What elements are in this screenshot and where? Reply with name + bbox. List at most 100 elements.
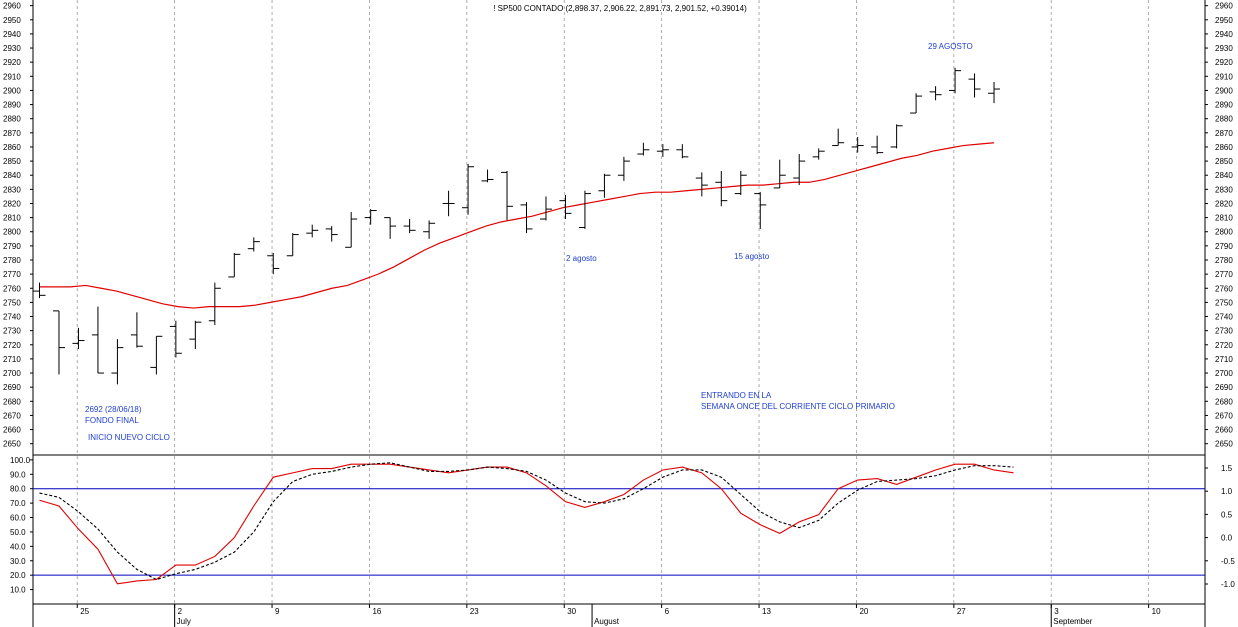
price-tick-label-right: 2680 <box>1215 397 1233 406</box>
price-tick-label-right: 2780 <box>1215 256 1233 265</box>
price-tick-label-right: 2830 <box>1215 185 1233 194</box>
ohlc-bar <box>949 67 962 94</box>
ohlc-bar <box>228 252 241 278</box>
price-tick-label-right: 2850 <box>1215 157 1233 166</box>
price-tick-label-right: 2800 <box>1215 228 1233 237</box>
ohlc-bar <box>598 173 611 198</box>
oscillator-main-line <box>39 463 1014 585</box>
price-tick-label-left: 2660 <box>3 426 21 435</box>
price-tick-label-left: 2760 <box>3 284 21 293</box>
date-tick-label: 10 <box>1152 607 1161 616</box>
ohlc-bar <box>501 170 514 221</box>
price-tick-label-left: 2920 <box>3 58 21 67</box>
date-tick-label: 27 <box>957 607 966 616</box>
price-tick-label-left: 2930 <box>3 44 21 53</box>
osc-tick-label-left: 50.0 <box>10 528 26 537</box>
ohlc-bar <box>754 192 767 229</box>
grid-lines <box>76 0 1150 604</box>
price-tick-label-left: 2730 <box>3 327 21 336</box>
price-tick-label-right: 2660 <box>1215 426 1233 435</box>
osc-tick-label-right: 1.5 <box>1221 464 1233 473</box>
price-tick-label-left: 2860 <box>3 143 21 152</box>
date-tick-label: 23 <box>470 607 479 616</box>
month-label: July <box>177 617 191 626</box>
price-tick-label-left: 2800 <box>3 228 21 237</box>
ohlc-bar <box>832 128 845 147</box>
ohlc-bar <box>929 86 942 101</box>
ohlc-bar <box>637 142 650 156</box>
price-tick-label-right: 2880 <box>1215 115 1233 124</box>
price-tick-label-left: 2950 <box>3 16 21 25</box>
ohlc-bar <box>617 156 630 181</box>
price-tick-label-left: 2870 <box>3 129 21 138</box>
price-tick-label-right: 2810 <box>1215 214 1233 223</box>
price-tick-label-right: 2760 <box>1215 284 1233 293</box>
price-tick-label-left: 2770 <box>3 270 21 279</box>
price-tick-label-right: 2750 <box>1215 298 1233 307</box>
ohlc-bar <box>325 226 338 242</box>
price-tick-label-left: 2780 <box>3 256 21 265</box>
ohlc-bar <box>286 233 299 257</box>
ohlc-bar <box>52 310 65 375</box>
osc-tick-label-left: 90.0 <box>10 470 26 479</box>
price-tick-label-left: 2810 <box>3 214 21 223</box>
price-tick-label-left: 2880 <box>3 115 21 124</box>
price-tick-label-right: 2710 <box>1215 355 1233 364</box>
ohlc-bar <box>539 196 552 221</box>
ohlc-bar <box>189 320 202 350</box>
ohlc-bar <box>306 224 319 238</box>
month-label: September <box>1053 617 1092 626</box>
osc-tick-label-right: 1.0 <box>1221 487 1233 496</box>
price-tick-label-left: 2850 <box>3 157 21 166</box>
price-tick-label-right: 2870 <box>1215 129 1233 138</box>
date-tick-label: 3 <box>1054 607 1059 616</box>
ohlc-bar <box>910 93 923 114</box>
ohlc-bar <box>364 209 377 225</box>
osc-tick-label-left: 70.0 <box>10 499 26 508</box>
date-tick-label: 30 <box>567 607 576 616</box>
price-tick-label-left: 2820 <box>3 199 21 208</box>
price-tick-label-left: 2710 <box>3 355 21 364</box>
price-tick-label-left: 2700 <box>3 369 21 378</box>
annotation-week-eleven: SEMANA ONCE DEL CORRIENTE CICLO PRIMARIO <box>701 402 895 411</box>
month-label: August <box>594 617 620 626</box>
ohlc-bar <box>968 73 981 98</box>
price-tick-label-right: 2790 <box>1215 242 1233 251</box>
price-panel <box>33 67 1001 385</box>
osc-tick-label-right: -0.5 <box>1221 557 1235 566</box>
ohlc-bar <box>890 124 903 149</box>
price-tick-label-left: 2830 <box>3 185 21 194</box>
osc-tick-label-left: 30.0 <box>10 557 26 566</box>
price-tick-label-left: 2750 <box>3 298 21 307</box>
ohlc-bar <box>267 252 280 275</box>
date-tick-label: 6 <box>665 607 670 616</box>
osc-tick-label-left: 20.0 <box>10 571 26 580</box>
price-tick-label-right: 2700 <box>1215 369 1233 378</box>
price-tick-label-left: 2740 <box>3 313 21 322</box>
price-tick-label-right: 2920 <box>1215 58 1233 67</box>
date-tick-label: 2 <box>178 607 183 616</box>
ohlc-bar <box>656 144 669 157</box>
osc-tick-label-right: 0.0 <box>1221 534 1233 543</box>
oscillator-panel <box>33 462 1205 585</box>
annotation-final-bottom: FONDO FINAL <box>85 416 139 425</box>
price-tick-label-right: 2930 <box>1215 44 1233 53</box>
price-tick-label-left: 2650 <box>3 440 21 449</box>
ohlc-bar <box>851 137 864 153</box>
ohlc-bar <box>734 170 747 195</box>
annotation-low-value: 2692 (28/06/18) <box>85 405 142 414</box>
price-tick-label-left: 2680 <box>3 397 21 406</box>
ohlc-bar <box>812 148 825 160</box>
chart-title: ! SP500 CONTADO (2,898.37, 2,906.22, 2,8… <box>493 4 747 13</box>
date-tick-label: 16 <box>372 607 381 616</box>
ohlc-bar <box>91 306 104 374</box>
ohlc-bar <box>773 159 786 189</box>
osc-tick-label-left: 40.0 <box>10 542 26 551</box>
osc-tick-label-left: 60.0 <box>10 514 26 523</box>
annotation-29-agosto: 29 AGOSTO <box>928 42 973 51</box>
price-tick-label-left: 2840 <box>3 171 21 180</box>
price-tick-label-right: 2770 <box>1215 270 1233 279</box>
price-tick-label-left: 2790 <box>3 242 21 251</box>
date-tick-label: 9 <box>275 607 280 616</box>
